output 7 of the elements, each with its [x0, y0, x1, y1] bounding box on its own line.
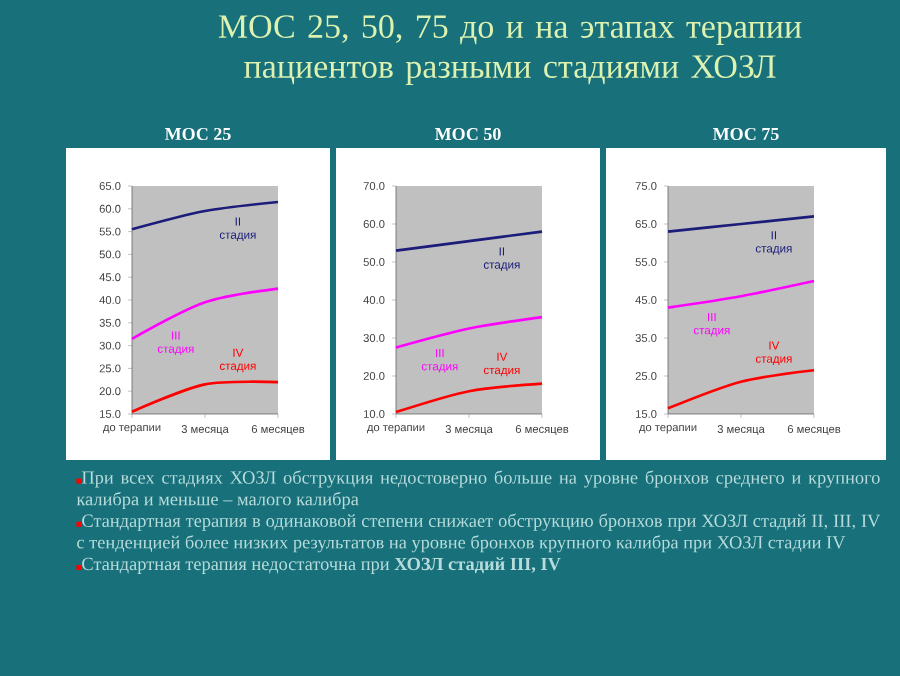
- text: МОС 25, 50, 75 до и на этапах терапии пациентов разными стадиями ХОЗЛ: [218, 15, 802, 85]
- text: Стандартная терапия недостаточна при ХОЗЛ стадий III, IV: [82, 557, 561, 574]
- text: При всех стадиях ХОЗЛ обструкция недостоверно больше на уровне бронхов среднего и крупного калибра и меньше – малого калибра: [76, 470, 880, 510]
- chart-title: МОС 25: [164, 127, 231, 141]
- text: Стандартная терапия в одинаковой степени снижает обструкцию бронхов при ХОЗЛ стадий II, III, IV с тенденцией более низких результатов на уровне бронхов крупного калибра при ХОЗЛ стадии IV: [77, 513, 881, 553]
- chart-title: МОС 50: [434, 127, 501, 141]
- chart-title: МОС 75: [712, 127, 779, 141]
